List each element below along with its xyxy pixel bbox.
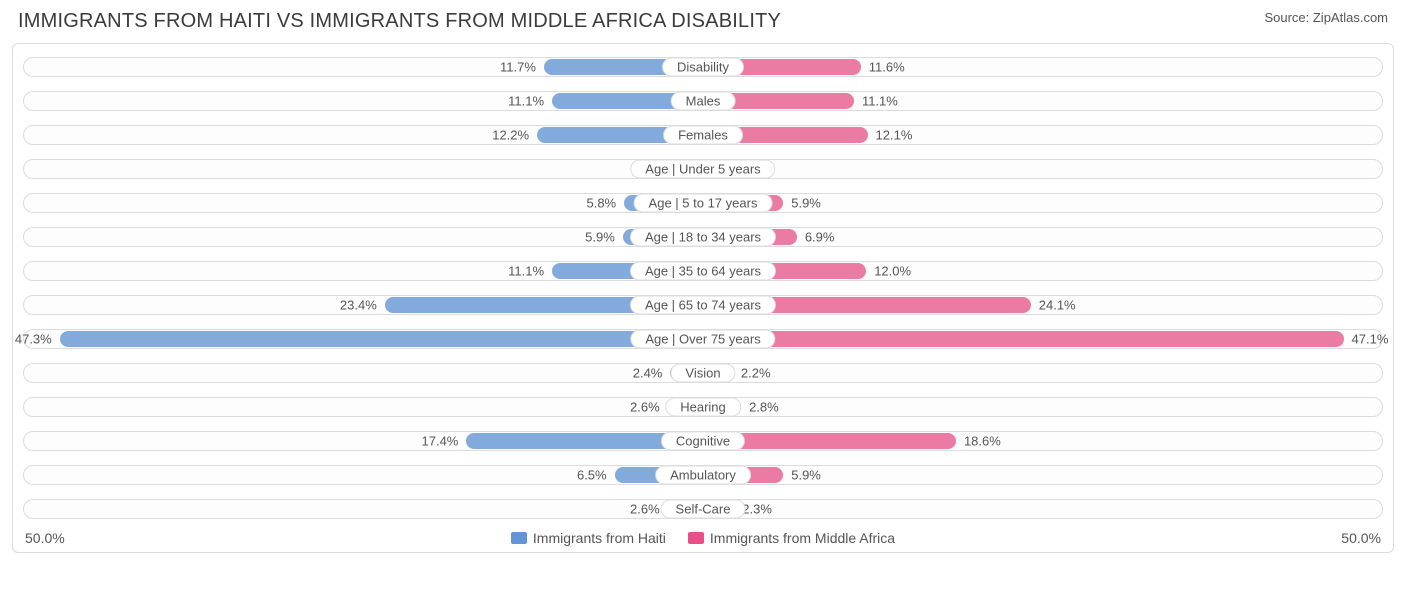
chart-frame: 11.7% 11.6% Disability 11.1% 11.1% Males 12.2%… bbox=[12, 43, 1394, 553]
legend: Immigrants from Haiti Immigrants from Mi… bbox=[65, 530, 1342, 546]
category-label: Hearing bbox=[665, 398, 741, 417]
value-right: 5.9% bbox=[791, 196, 821, 211]
chart-row: 11.1% 12.0% Age | 35 to 64 years bbox=[19, 258, 1387, 284]
value-left: 5.8% bbox=[586, 196, 616, 211]
value-right: 18.6% bbox=[964, 434, 1001, 449]
value-left: 2.6% bbox=[630, 502, 660, 517]
row-inner: 11.1% 12.0% Age | 35 to 64 years bbox=[23, 261, 1383, 281]
chart-row: 11.7% 11.6% Disability bbox=[19, 54, 1387, 80]
chart-footer: 50.0% Immigrants from Haiti Immigrants f… bbox=[19, 530, 1387, 546]
value-right: 12.1% bbox=[876, 128, 913, 143]
category-label: Age | Over 75 years bbox=[630, 330, 775, 349]
chart-row: 5.8% 5.9% Age | 5 to 17 years bbox=[19, 190, 1387, 216]
chart-row: 11.1% 11.1% Males bbox=[19, 88, 1387, 114]
axis-max-left: 50.0% bbox=[25, 530, 65, 546]
value-left: 12.2% bbox=[492, 128, 529, 143]
bar-left bbox=[60, 331, 703, 347]
legend-label-left: Immigrants from Haiti bbox=[533, 530, 666, 546]
row-inner: 11.1% 11.1% Males bbox=[23, 91, 1383, 111]
value-left: 11.7% bbox=[500, 60, 536, 75]
value-left: 2.6% bbox=[630, 400, 660, 415]
chart-row: 6.5% 5.9% Ambulatory bbox=[19, 462, 1387, 488]
row-inner: 23.4% 24.1% Age | 65 to 74 years bbox=[23, 295, 1383, 315]
value-right: 11.6% bbox=[869, 60, 905, 75]
row-inner: 6.5% 5.9% Ambulatory bbox=[23, 465, 1383, 485]
rows-container: 11.7% 11.6% Disability 11.1% 11.1% Males 12.2%… bbox=[19, 54, 1387, 522]
category-label: Cognitive bbox=[661, 432, 745, 451]
value-right: 6.9% bbox=[805, 230, 835, 245]
chart-row: 2.6% 2.8% Hearing bbox=[19, 394, 1387, 420]
chart-row: 2.6% 2.3%Self-Care bbox=[19, 496, 1387, 522]
legend-item-left: Immigrants from Haiti bbox=[511, 530, 666, 546]
row-inner: 5.8% 5.9% Age | 5 to 17 years bbox=[23, 193, 1383, 213]
category-label: Age | Under 5 years bbox=[630, 160, 775, 179]
row-inner: 11.7% 11.6% Disability bbox=[23, 57, 1383, 77]
value-left: 2.4% bbox=[633, 366, 663, 381]
value-left: 23.4% bbox=[340, 298, 377, 313]
value-left: 11.1% bbox=[508, 264, 544, 279]
legend-label-right: Immigrants from Middle Africa bbox=[710, 530, 895, 546]
value-right: 12.0% bbox=[874, 264, 911, 279]
category-label: Vision bbox=[670, 364, 735, 383]
category-label: Ambulatory bbox=[655, 466, 751, 485]
legend-swatch-left bbox=[511, 532, 527, 544]
value-left: 47.3% bbox=[15, 332, 52, 347]
value-right: 2.3% bbox=[742, 502, 772, 517]
row-inner: 1.3%1.2%Age | Under 5 years bbox=[23, 159, 1383, 179]
value-right: 11.1% bbox=[862, 94, 898, 109]
category-label: Disability bbox=[662, 58, 744, 77]
category-label: Age | 18 to 34 years bbox=[630, 228, 776, 247]
category-label: Age | 35 to 64 years bbox=[630, 262, 776, 281]
value-left: 5.9% bbox=[585, 230, 615, 245]
chart-row: 17.4% 18.6% Cognitive bbox=[19, 428, 1387, 454]
value-right: 2.8% bbox=[749, 400, 779, 415]
chart-title: IMMIGRANTS FROM HAITI VS IMMIGRANTS FROM… bbox=[18, 10, 781, 33]
category-label: Females bbox=[663, 126, 743, 145]
chart-row: 12.2% 12.1% Females bbox=[19, 122, 1387, 148]
legend-item-right: Immigrants from Middle Africa bbox=[688, 530, 895, 546]
category-label: Self-Care bbox=[661, 500, 746, 519]
chart-row: 23.4% 24.1% Age | 65 to 74 years bbox=[19, 292, 1387, 318]
value-right: 24.1% bbox=[1039, 298, 1076, 313]
value-right: 5.9% bbox=[791, 468, 821, 483]
value-right: 47.1% bbox=[1352, 332, 1389, 347]
header: IMMIGRANTS FROM HAITI VS IMMIGRANTS FROM… bbox=[0, 0, 1406, 37]
chart-row: 5.9% 6.9% Age | 18 to 34 years bbox=[19, 224, 1387, 250]
row-inner: 47.3%47.1%Age | Over 75 years bbox=[23, 329, 1383, 349]
source-label: Source: ZipAtlas.com bbox=[1264, 10, 1388, 25]
chart-row: 1.3%1.2%Age | Under 5 years bbox=[19, 156, 1387, 182]
row-inner: 17.4% 18.6% Cognitive bbox=[23, 431, 1383, 451]
category-label: Males bbox=[671, 92, 736, 111]
row-inner: 2.6% 2.8% Hearing bbox=[23, 397, 1383, 417]
legend-swatch-right bbox=[688, 532, 704, 544]
axis-max-right: 50.0% bbox=[1341, 530, 1381, 546]
value-left: 6.5% bbox=[577, 468, 607, 483]
row-inner: 5.9% 6.9% Age | 18 to 34 years bbox=[23, 227, 1383, 247]
value-right: 2.2% bbox=[741, 366, 771, 381]
category-label: Age | 65 to 74 years bbox=[630, 296, 776, 315]
bar-right bbox=[703, 331, 1344, 347]
category-label: Age | 5 to 17 years bbox=[634, 194, 773, 213]
value-left: 17.4% bbox=[422, 434, 459, 449]
row-inner: 12.2% 12.1% Females bbox=[23, 125, 1383, 145]
chart-row: 47.3%47.1%Age | Over 75 years bbox=[19, 326, 1387, 352]
chart-row: 2.4% 2.2% Vision bbox=[19, 360, 1387, 386]
value-left: 11.1% bbox=[508, 94, 544, 109]
row-inner: 2.4% 2.2% Vision bbox=[23, 363, 1383, 383]
row-inner: 2.6% 2.3%Self-Care bbox=[23, 499, 1383, 519]
